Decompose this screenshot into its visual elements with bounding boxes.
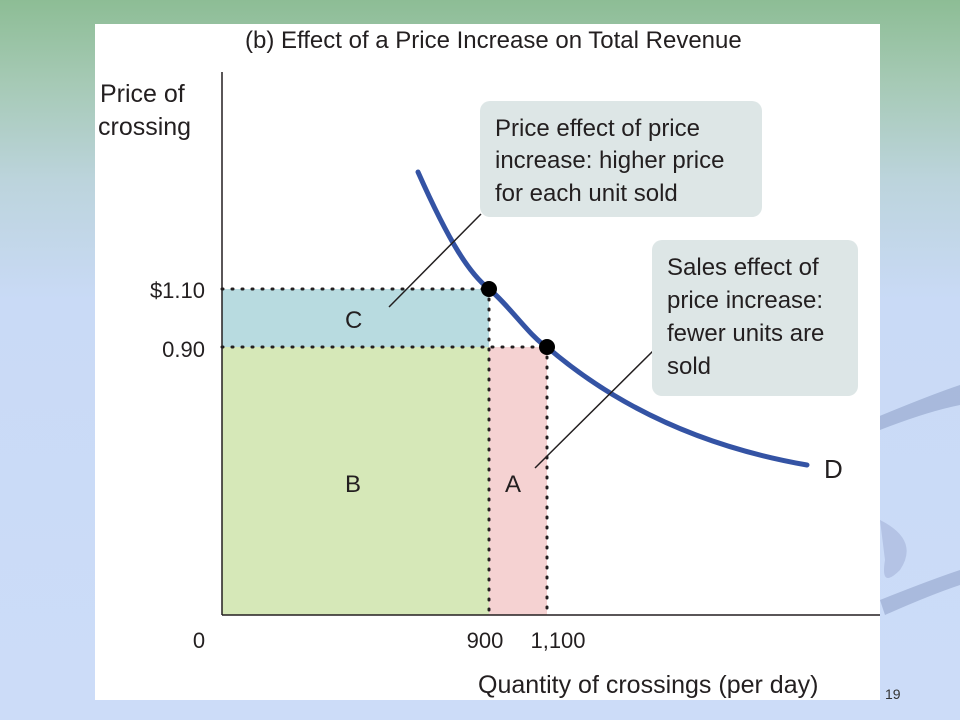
region-b-label: B bbox=[345, 471, 361, 498]
chart-card: (b) Effect of a Price Increase on Total … bbox=[95, 24, 880, 700]
callout-pointer-price-effect bbox=[388, 213, 482, 308]
chart-title: (b) Effect of a Price Increase on Total … bbox=[245, 27, 742, 54]
callout-price-effect: Price effect of price increase: higher p… bbox=[480, 101, 762, 217]
demand-curve bbox=[415, 169, 810, 468]
demand-point-900 bbox=[481, 281, 497, 297]
region-a-label: A bbox=[505, 471, 521, 498]
demand-curve-label: D bbox=[824, 454, 843, 484]
callout-price-effect-line-2: increase: higher price bbox=[495, 147, 724, 174]
callout-pointer-sales-effect bbox=[534, 348, 656, 469]
y-tick-label-090: 0.90 bbox=[162, 337, 205, 362]
y-axis-label-line-2: crossing bbox=[98, 113, 191, 141]
x-axis-label: Quantity of crossings (per day) bbox=[478, 671, 818, 699]
callout-sales-effect-line-2: price increase: bbox=[667, 287, 823, 314]
callout-sales-effect: Sales effect of price increase: fewer un… bbox=[652, 240, 858, 396]
y-tick-label-110: $1.10 bbox=[150, 278, 205, 303]
callout-price-effect-line-1: Price effect of price bbox=[495, 115, 700, 142]
region-b bbox=[222, 347, 489, 615]
x-tick-label-900: 900 bbox=[467, 628, 504, 653]
callout-price-effect-line-3: for each unit sold bbox=[495, 180, 678, 207]
x-tick-label-1100: 1,100 bbox=[530, 628, 585, 653]
callout-sales-effect-line-1: Sales effect of bbox=[667, 254, 819, 281]
callout-sales-effect-line-3: fewer units are bbox=[667, 320, 824, 347]
region-c bbox=[222, 289, 489, 347]
origin-label: 0 bbox=[193, 628, 205, 653]
revenue-chart: (b) Effect of a Price Increase on Total … bbox=[98, 27, 880, 699]
callout-sales-effect-line-4: sold bbox=[667, 353, 711, 380]
y-axis-label-line-1: Price of bbox=[100, 80, 185, 108]
region-c-label: C bbox=[345, 307, 362, 334]
demand-point-1100 bbox=[539, 339, 555, 355]
region-a bbox=[489, 347, 547, 615]
slide-number: 19 bbox=[885, 686, 901, 702]
